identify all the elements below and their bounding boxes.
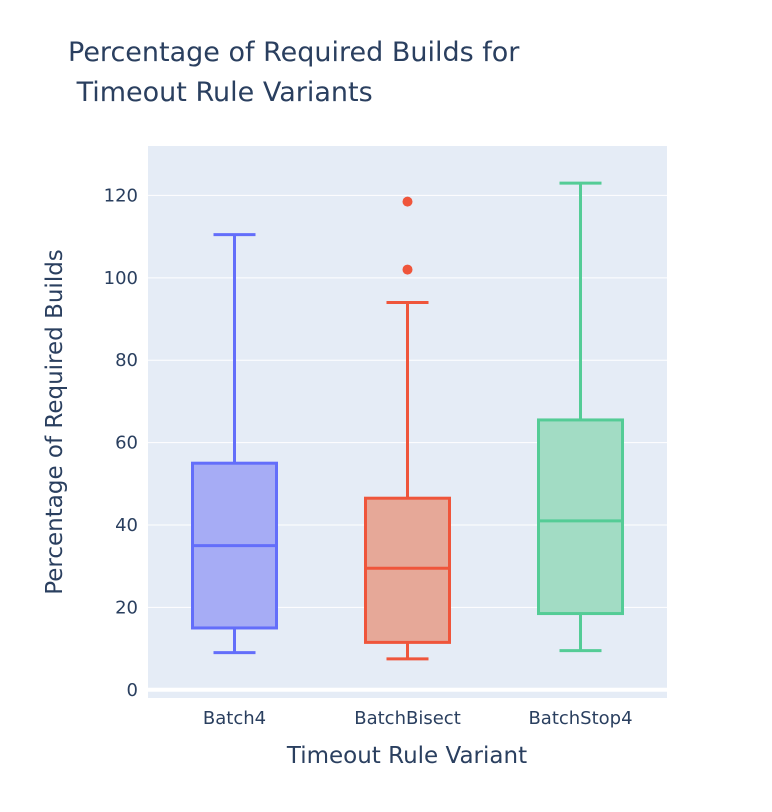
y-tick-label-0: 0 (127, 680, 138, 701)
y-tick-label-100: 100 (104, 268, 138, 289)
box-batchstop4 (537, 181, 624, 653)
y-tick-labels: 0 20 40 60 80 100 120 (104, 185, 138, 700)
chart-title-line-2: Timeout Rule Variants (68, 77, 373, 108)
box-batchbisect (364, 196, 451, 661)
chart-title: Percentage of Required Builds for Timeou… (68, 37, 528, 108)
outlier-point-batchbisect-0 (402, 264, 413, 275)
x-tick-label-batch4: Batch4 (203, 708, 266, 729)
y-tick-label-60: 60 (115, 433, 138, 454)
x-tick-labels: Batch4 BatchBisect BatchStop4 (203, 708, 633, 729)
box-series (191, 181, 624, 661)
box-batch4 (191, 233, 278, 655)
y-tick-label-80: 80 (115, 350, 138, 371)
chart-title-line-1: Percentage of Required Builds for (68, 37, 520, 68)
box-iqr-batchstop4 (537, 418, 624, 616)
box-iqr-batchbisect (364, 496, 451, 644)
y-axis-title: Percentage of Required Builds (42, 249, 68, 595)
x-tick-label-batchstop4: BatchStop4 (528, 708, 632, 729)
x-tick-label-batchbisect: BatchBisect (354, 708, 461, 729)
y-tick-label-20: 20 (115, 597, 138, 618)
outlier-point-batchbisect-1 (402, 196, 413, 207)
y-tick-label-120: 120 (104, 185, 138, 206)
x-axis-title: Timeout Rule Variant (286, 743, 527, 769)
y-tick-label-40: 40 (115, 515, 138, 536)
